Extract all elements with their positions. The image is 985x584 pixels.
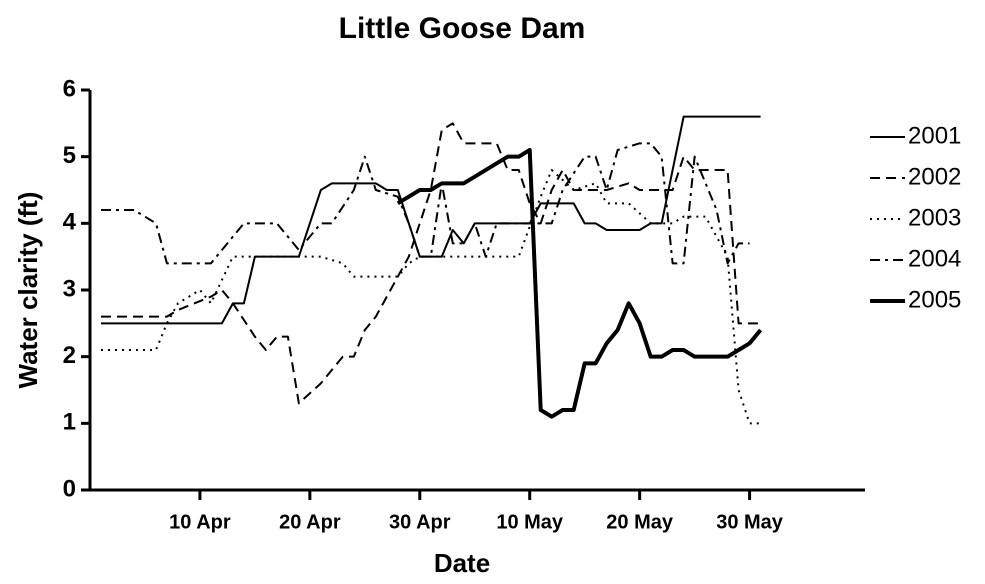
x-tick-label: 10 May — [496, 511, 564, 533]
y-tick-label: 0 — [63, 475, 76, 502]
x-tick-label: 30 May — [716, 511, 784, 533]
x-tick-label: 10 Apr — [169, 511, 231, 533]
y-tick-label: 2 — [63, 342, 76, 369]
x-tick-label: 20 Apr — [279, 511, 341, 533]
x-tick-label: 20 May — [606, 511, 674, 533]
y-axis-label: Water clarity (ft) — [13, 192, 43, 389]
y-tick-label: 3 — [63, 275, 76, 302]
legend-label: 2002 — [908, 163, 961, 190]
series-line — [100, 169, 761, 425]
legend-label: 2004 — [908, 245, 961, 272]
legend-label: 2003 — [908, 204, 961, 231]
x-axis-label: Date — [434, 548, 490, 578]
y-tick-label: 1 — [63, 409, 76, 436]
y-tick-label: 5 — [63, 142, 76, 169]
series-line — [100, 122, 761, 405]
legend-label: 2001 — [908, 122, 961, 149]
series-line — [100, 142, 750, 265]
series-line — [100, 115, 761, 325]
y-tick-label: 4 — [63, 209, 77, 236]
y-tick-label: 6 — [63, 75, 76, 102]
series-line — [396, 148, 763, 419]
x-tick-label: 30 Apr — [389, 511, 451, 533]
chart-title: Little Goose Dam — [339, 12, 586, 45]
legend-label: 2005 — [908, 286, 961, 313]
